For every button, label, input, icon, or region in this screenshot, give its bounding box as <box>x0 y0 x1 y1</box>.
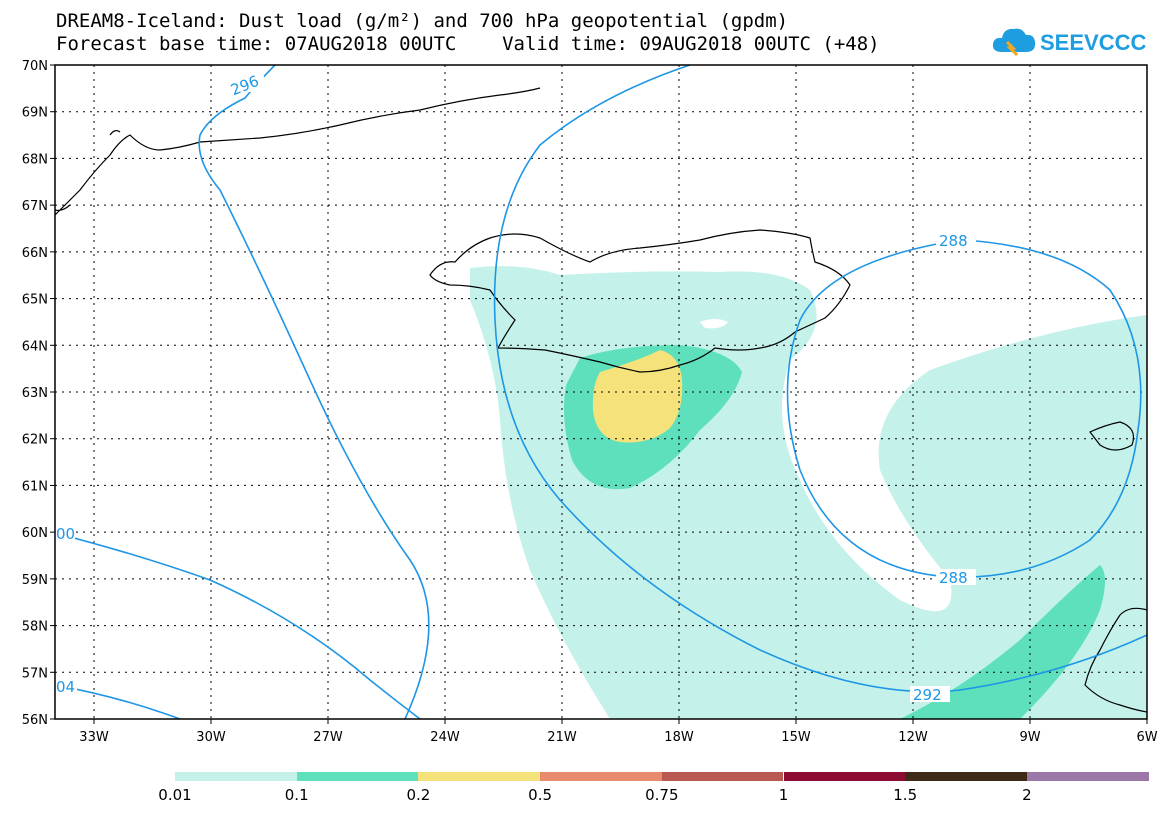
lat-label: 63N <box>22 386 48 401</box>
colorbar-label: 2 <box>1022 786 1032 804</box>
lat-label: 62N <box>22 433 48 448</box>
colorbar-label: 0.2 <box>406 786 431 804</box>
colorbar-label: 0.01 <box>158 786 192 804</box>
dust-area-high <box>592 350 683 443</box>
greenland-coastline <box>55 87 541 216</box>
title-line-2: Forecast base time: 07AUG2018 00UTC Vali… <box>56 33 880 55</box>
contour-label-288-top: 288 <box>939 232 968 250</box>
colorbar-segment <box>296 772 419 781</box>
lat-label: 58N <box>22 620 48 635</box>
lon-label: 24W <box>430 730 460 745</box>
dust-area-medium-se <box>900 565 1105 719</box>
lat-label: 68N <box>22 152 48 167</box>
colorbar-label: 0.75 <box>645 786 679 804</box>
contour-292 <box>493 65 1147 693</box>
lon-label: 33W <box>79 730 109 745</box>
lat-label: 64N <box>22 339 48 354</box>
colorbar-segment <box>540 772 662 781</box>
lon-label: 27W <box>313 730 343 745</box>
contour-296 <box>198 65 430 719</box>
contour-300 <box>55 532 421 719</box>
cloud-logo-icon: SEEVCCC <box>992 28 1146 57</box>
lat-label: 70N <box>22 59 48 74</box>
lon-label: 9W <box>1019 730 1040 745</box>
colorbar-segment <box>175 772 297 781</box>
lon-label: 30W <box>196 730 226 745</box>
colorbar-label: 0.1 <box>284 786 309 804</box>
colorbar-label: 1 <box>778 786 789 804</box>
iceland-coastline <box>429 229 851 373</box>
scotland-coastline <box>1084 607 1147 713</box>
colorbar-segment <box>418 772 541 781</box>
lat-label: 66N <box>22 246 48 261</box>
lon-label: 21W <box>547 730 577 745</box>
contour-288 <box>786 239 1142 579</box>
faroe-islands <box>1089 421 1135 451</box>
lat-label: 60N <box>22 526 48 541</box>
lat-label: 69N <box>22 106 48 121</box>
lon-label: 15W <box>781 730 811 745</box>
colorbar-label: 0.5 <box>528 786 553 804</box>
contour-label-300: 00 <box>56 525 75 543</box>
contour-label-304: 04 <box>56 678 75 696</box>
contour-label-288-bottom: 288 <box>939 569 968 587</box>
colorbar-segment <box>905 772 1027 781</box>
seevccc-logo: SEEVCCC <box>990 22 1160 58</box>
lat-label: 56N <box>22 713 48 728</box>
title-line-1: DREAM8-Iceland: Dust load (g/m²) and 700… <box>56 10 789 32</box>
lon-label: 6W <box>1136 730 1157 745</box>
lon-label: 12W <box>898 730 928 745</box>
lon-label: 18W <box>664 730 694 745</box>
lat-label: 61N <box>22 479 48 494</box>
colorbar-segment <box>783 772 906 781</box>
colorbar-segment <box>661 772 784 781</box>
colorbar-segment <box>1026 772 1149 781</box>
lat-label: 57N <box>22 666 48 681</box>
lat-label: 59N <box>22 573 48 588</box>
logo-text: SEEVCCC <box>1040 30 1146 55</box>
lat-label: 65N <box>22 293 48 308</box>
lat-label: 67N <box>22 199 48 214</box>
contour-304 <box>55 684 181 719</box>
colorbar-label: 1.5 <box>893 786 918 804</box>
contour-label-296: 296 <box>228 72 261 99</box>
contour-label-292: 292 <box>913 686 942 704</box>
